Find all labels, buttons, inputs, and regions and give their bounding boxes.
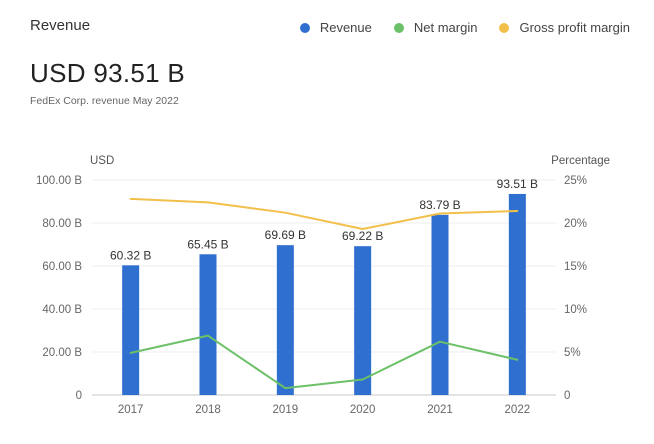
left-axis-tick-label: 20.00 B	[42, 347, 82, 359]
left-axis-tick-label: 40.00 B	[42, 304, 82, 316]
revenue-bar-label: 60.32 B	[110, 248, 151, 262]
right-axis-tick-label: 25%	[564, 175, 587, 187]
x-axis-tick-label: 2021	[427, 404, 453, 416]
revenue-bar-2021[interactable]	[431, 214, 449, 395]
legend-item-net-margin[interactable]: Net margin	[393, 20, 478, 35]
right-axis-tick-label: 5%	[564, 347, 581, 359]
chart-legend: Revenue Net margin Gross profit margin	[299, 20, 630, 35]
revenue-bar-label: 83.79 B	[419, 198, 460, 212]
headline-value: USD 93.51 B	[30, 58, 186, 88]
revenue-bar-2022[interactable]	[508, 193, 526, 395]
revenue-bar-2017[interactable]	[122, 265, 140, 395]
legend-label-gross-profit-margin: Gross profit margin	[519, 20, 630, 35]
left-axis-tick-label: 80.00 B	[42, 218, 82, 230]
revenue-bar-label: 69.22 B	[342, 229, 383, 243]
right-axis-tick-label: 0	[564, 390, 570, 402]
right-axis-tick-label: 10%	[564, 304, 587, 316]
right-axis-tick-label: 20%	[564, 218, 587, 230]
right-axis-title: Percentage	[551, 155, 610, 167]
x-axis-tick-label: 2022	[505, 404, 531, 416]
card-title: Revenue	[30, 17, 91, 34]
headline-subtitle: FedEx Corp. revenue May 2022	[30, 95, 179, 107]
x-axis-tick-label: 2018	[195, 404, 221, 416]
left-axis-title: USD	[90, 155, 114, 167]
legend-item-gross-profit-margin[interactable]: Gross profit margin	[499, 20, 630, 35]
revenue-bar-label: 65.45 B	[187, 237, 228, 251]
revenue-bar-label: 69.69 B	[265, 228, 306, 242]
x-axis-tick-label: 2019	[273, 404, 299, 416]
revenue-bar-2019[interactable]	[276, 245, 294, 395]
legend-label-net-margin: Net margin	[413, 20, 478, 35]
legend-dot-net-margin	[393, 22, 404, 33]
right-axis-tick-label: 15%	[564, 261, 587, 273]
x-axis-tick-label: 2020	[350, 404, 376, 416]
revenue-bar-label: 93.51 B	[497, 177, 538, 191]
legend-label-revenue: Revenue	[319, 20, 372, 35]
revenue-bar-2018[interactable]	[199, 254, 217, 395]
revenue-bar-2020[interactable]	[354, 246, 372, 395]
legend-dot-revenue	[299, 22, 310, 33]
net-margin-line	[129, 334, 519, 390]
left-axis-tick-label: 100.00 B	[36, 175, 82, 187]
legend-item-revenue[interactable]: Revenue	[299, 20, 372, 35]
left-axis-tick-label: 0	[76, 390, 82, 402]
gross-profit-margin-line	[129, 197, 519, 231]
legend-dot-gross-profit-margin	[499, 22, 510, 33]
x-axis-tick-label: 2017	[118, 404, 144, 416]
left-axis-tick-label: 60.00 B	[42, 261, 82, 273]
